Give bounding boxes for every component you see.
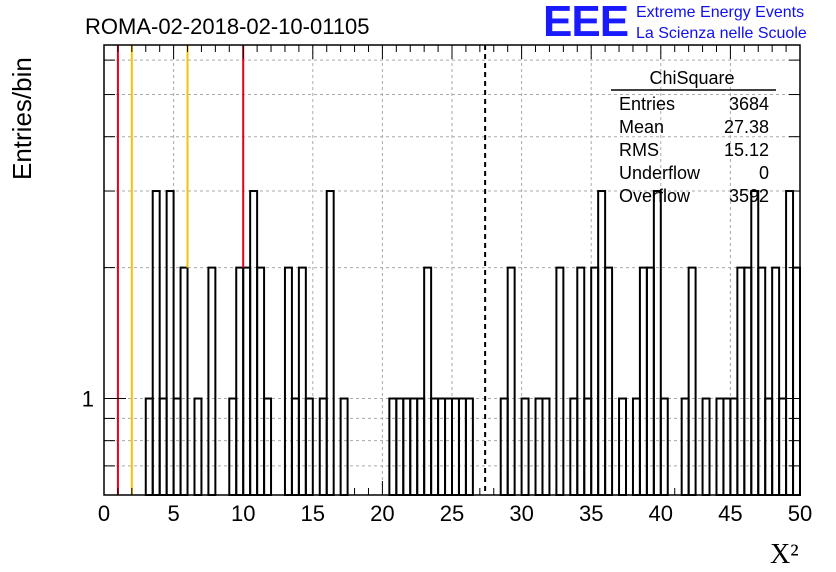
chart-title: ROMA-02-2018-02-10-01105 — [85, 14, 370, 39]
logo-line-2: La Scienza nelle Scuole — [636, 25, 807, 42]
histogram-bar — [235, 266, 245, 497]
histogram-bar — [520, 397, 530, 497]
histogram-bar — [645, 266, 655, 497]
histogram-bar — [318, 397, 328, 497]
histogram-bar — [402, 397, 412, 497]
histogram-bar — [750, 190, 760, 497]
histogram-bar — [736, 266, 746, 497]
histogram-bar — [207, 266, 217, 497]
histogram-bar — [618, 397, 627, 497]
histogram-bar — [283, 266, 293, 497]
histogram-bar — [444, 397, 454, 497]
x-tick-label: 30 — [509, 501, 533, 526]
histogram-bar — [499, 397, 509, 497]
histogram-bar — [437, 397, 447, 497]
histogram-bar — [792, 266, 801, 497]
histogram-bar — [638, 266, 648, 497]
histogram-bar — [297, 266, 307, 497]
stats-value: 0 — [759, 163, 769, 183]
histogram-bar — [388, 397, 398, 497]
histogram-bar — [583, 397, 593, 497]
axis-ticks: 0 5 10 15 20 25 30 35 40 45 50 1 — [82, 45, 812, 526]
histogram-bar — [144, 397, 154, 497]
histogram-bar — [785, 190, 795, 497]
histogram-bar — [165, 190, 175, 497]
stats-box: ChiSquare Entries 3684 Mean 27.38 RMS 15.12 Un… — [611, 68, 776, 206]
histogram-bar — [193, 397, 203, 497]
histogram-bar — [590, 266, 600, 497]
x-tick-label: 40 — [649, 501, 673, 526]
x-tick-label: 10 — [231, 501, 255, 526]
histogram-bar — [659, 397, 669, 497]
x-tick-label: 0 — [98, 501, 110, 526]
histogram-bar — [242, 266, 252, 497]
histogram-bar — [506, 266, 516, 497]
histogram-bar — [409, 397, 419, 497]
stats-value: 27.38 — [724, 117, 769, 137]
histogram-bar — [325, 190, 335, 497]
histogram-bar — [687, 266, 697, 497]
histogram-bar — [249, 190, 259, 497]
histogram-bar — [228, 397, 238, 497]
histogram-bar — [290, 397, 300, 497]
histogram-bar — [339, 397, 349, 497]
histogram-bar — [652, 190, 662, 497]
histogram-bar — [576, 266, 586, 497]
logo-line-1: Extreme Energy Events — [636, 4, 805, 21]
histogram-bar — [451, 397, 460, 497]
histogram-bar — [729, 397, 739, 497]
stats-label: Entries — [619, 94, 675, 114]
stats-label: Overflow — [619, 186, 691, 206]
histogram-bar — [304, 397, 314, 497]
histogram-bar — [534, 397, 544, 497]
stats-title: ChiSquare — [649, 68, 734, 88]
histogram-bar — [263, 397, 273, 497]
x-axis-label: X² — [770, 539, 799, 570]
histogram-bar — [555, 266, 565, 497]
histogram-bar — [464, 397, 474, 497]
histogram-bar — [743, 266, 753, 497]
histogram-bar — [179, 266, 189, 497]
reference-lines — [116, 45, 487, 495]
y-tick-label: 1 — [82, 387, 94, 412]
histogram-bar — [151, 190, 161, 497]
stats-value: 3684 — [729, 94, 769, 114]
stats-label: Underflow — [619, 163, 701, 183]
histogram-bar — [722, 397, 732, 497]
histogram-bar — [430, 397, 440, 497]
histogram-bar — [604, 266, 614, 497]
histogram-bar — [416, 397, 426, 497]
histogram-bar — [423, 266, 433, 497]
x-tick-label: 20 — [370, 501, 394, 526]
x-tick-label: 45 — [718, 501, 742, 526]
histogram-bar — [631, 397, 641, 497]
histogram-bar — [680, 397, 690, 497]
histogram-bar — [715, 397, 725, 497]
x-tick-label: 50 — [788, 501, 812, 526]
stats-value: 15.12 — [724, 140, 769, 160]
stats-label: Mean — [619, 117, 664, 137]
histogram-bar — [764, 397, 774, 497]
histogram-bar — [541, 397, 551, 497]
histogram-bar — [569, 397, 579, 497]
histogram-bar — [457, 397, 467, 497]
x-tick-label: 25 — [440, 501, 464, 526]
histogram-bar — [757, 266, 767, 497]
stats-label: RMS — [619, 140, 659, 160]
y-axis-label: Entries/bin — [7, 57, 37, 180]
histogram-bar — [395, 397, 405, 497]
histogram-bar — [597, 190, 607, 497]
histogram-bar — [256, 266, 266, 497]
histogram-bar — [771, 266, 781, 497]
x-tick-label: 35 — [579, 501, 603, 526]
histogram-bar — [172, 397, 182, 497]
histogram-bar — [701, 397, 711, 497]
eee-logo: EEE — [543, 0, 629, 46]
x-tick-label: 5 — [167, 501, 179, 526]
histogram-bar — [158, 397, 168, 497]
histogram-bar — [778, 397, 788, 497]
x-tick-label: 15 — [301, 501, 325, 526]
stats-value: 3592 — [729, 186, 769, 206]
